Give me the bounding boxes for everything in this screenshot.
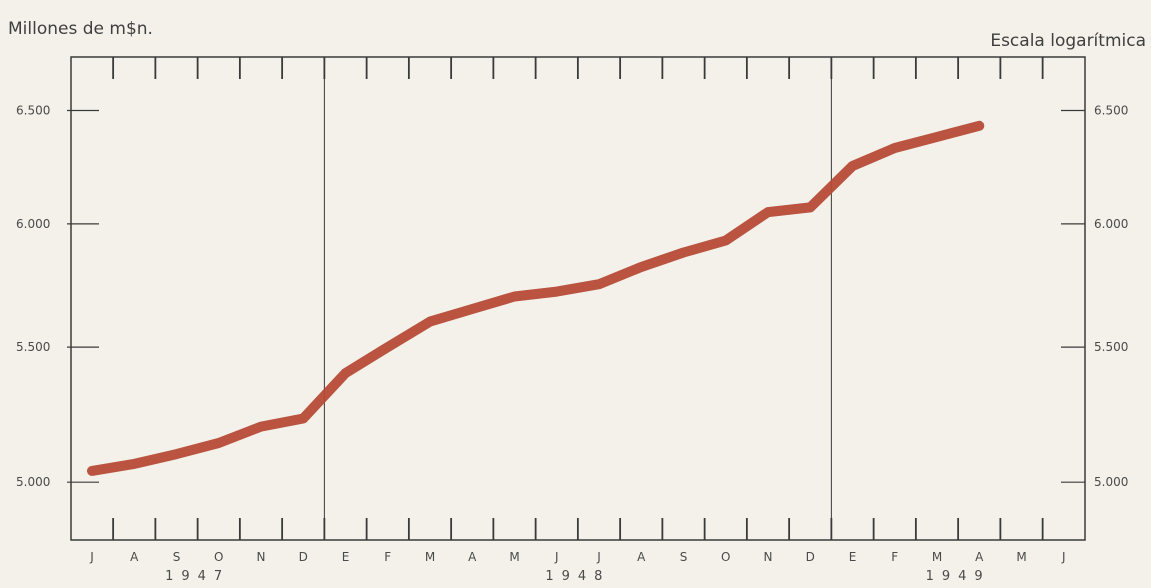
month-label: S [680,550,688,564]
year-label: 1947 [165,569,230,584]
month-label: J [89,550,94,564]
month-label: F [891,550,898,564]
year-label: 1949 [926,569,991,584]
month-label: J [1061,550,1066,564]
month-label: A [468,550,477,564]
month-label: M [1016,550,1026,564]
month-label: F [384,550,391,564]
year-dividers [323,57,832,540]
y-tick-label-right: 5.500 [1094,340,1128,354]
month-label: M [509,550,519,564]
y-axis-title: Millones de m$n. [8,19,153,39]
y-tick-label-right: 6.500 [1094,103,1128,117]
month-label: S [173,550,181,564]
month-label: M [425,550,435,564]
month-label: A [637,550,646,564]
month-ticks-top [112,57,1044,79]
month-label: E [342,550,350,564]
month-label: J [596,550,601,564]
series-group [87,120,985,476]
month-label: D [806,550,815,564]
year-labels: 1947 1948 1949 [165,569,991,584]
series-line [87,120,985,476]
y-tick-label-right: 5.000 [1094,475,1128,489]
year-label: 1948 [545,569,610,584]
y-axis-right: 5.000 5.500 6.000 6.500 [1061,103,1128,489]
month-label: J [554,550,559,564]
month-label: D [299,550,308,564]
month-label: M [932,550,942,564]
y-axis-left: 5.000 5.500 6.000 6.500 [16,103,99,489]
y-tick-label-left: 5.500 [16,340,50,354]
y-tick-label-left: 5.000 [16,475,50,489]
month-label: N [764,550,773,564]
month-label: E [849,550,857,564]
scale-label: Escala logarítmica [990,31,1146,51]
y-tick-label-left: 6.000 [16,217,50,231]
month-label: O [214,550,223,564]
month-ticks-bottom [112,518,1044,540]
month-label: O [721,550,730,564]
plot-frame [70,56,1086,541]
y-tick-label-right: 6.000 [1094,217,1128,231]
y-tick-label-left: 6.500 [16,103,50,117]
month-label: N [257,550,266,564]
month-label: A [975,550,984,564]
month-label: A [130,550,139,564]
